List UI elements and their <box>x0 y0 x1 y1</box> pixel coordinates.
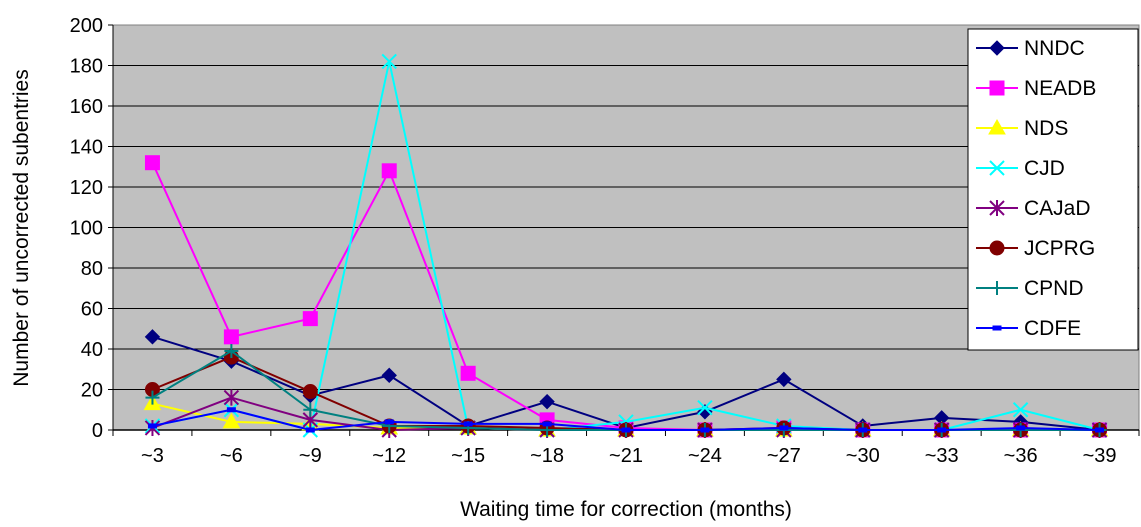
y-axis-title: Number of uncorrected subentries <box>10 69 33 387</box>
data-point <box>776 371 792 388</box>
data-point <box>621 427 631 433</box>
legend-item-jcprg: JCPRG <box>976 237 1095 260</box>
legend-label: CJD <box>1024 157 1065 180</box>
legend-label: CPND <box>1024 277 1084 300</box>
y-tick-label: 100 <box>70 218 103 240</box>
series-layer <box>143 53 1109 438</box>
x-tick-label: ~3 <box>141 445 164 467</box>
legend-marker <box>988 118 1006 135</box>
legend-marker <box>989 240 1005 256</box>
data-point <box>779 425 789 431</box>
legend-item-neadb: NEADB <box>976 77 1096 100</box>
x-tick-label: ~24 <box>688 445 722 467</box>
data-point <box>381 53 397 70</box>
data-point <box>539 393 555 410</box>
data-point <box>937 427 947 433</box>
x-tick-label: ~27 <box>767 445 801 467</box>
series-cdfe <box>147 407 1105 433</box>
data-point <box>542 421 552 427</box>
data-point <box>460 365 476 381</box>
y-tick-label: 40 <box>81 339 103 361</box>
data-point <box>305 427 315 433</box>
legend-label: CAJaD <box>1024 197 1091 220</box>
data-point <box>222 412 241 429</box>
legend-label: NEADB <box>1024 77 1096 100</box>
y-tick-label: 60 <box>81 299 103 321</box>
legend-marker <box>990 281 1004 295</box>
y-tick-label: 80 <box>81 258 103 280</box>
legend-item-nndc: NNDC <box>976 37 1085 60</box>
y-tick-label: 0 <box>92 420 103 442</box>
data-point <box>697 400 713 416</box>
data-point <box>223 389 240 406</box>
data-point <box>381 163 397 179</box>
x-tick-label: ~30 <box>846 445 880 467</box>
x-tick-label: ~39 <box>1083 445 1117 467</box>
data-point <box>858 427 868 433</box>
data-point <box>1095 427 1105 433</box>
data-point <box>303 402 318 417</box>
y-tick-label: 120 <box>70 177 103 199</box>
data-point <box>384 419 394 425</box>
legend-item-cjd: CJD <box>976 157 1065 180</box>
y-tick-label: 180 <box>70 56 103 78</box>
x-tick-label: ~36 <box>1004 445 1038 467</box>
legend-marker <box>989 40 1005 56</box>
x-tick-label: ~15 <box>451 445 485 467</box>
data-point <box>1012 402 1029 418</box>
y-tick-label: 160 <box>70 96 103 118</box>
x-axis-ticks: ~3 ~6 ~9 ~12 ~15 ~18 ~21 ~24 ~27 ~30 ~33 ~36 ~39 <box>112 430 1140 467</box>
legend-label: JCPRG <box>1024 237 1095 260</box>
data-point <box>223 329 239 345</box>
data-point <box>1016 425 1026 431</box>
data-point <box>302 311 318 327</box>
legend-item-cdfe: CDFE <box>976 317 1081 340</box>
x-axis-title: Waiting time for correction (months) <box>460 498 792 521</box>
legend: NNDC NEADB NDS CJD CAJaD JCPRG CPND CDFE <box>967 28 1139 351</box>
x-tick-label: ~12 <box>372 445 406 467</box>
x-tick-label: ~9 <box>299 445 322 467</box>
data-point <box>147 423 157 429</box>
legend-label: NNDC <box>1024 37 1085 60</box>
legend-item-cpnd: CPND <box>976 277 1084 300</box>
x-tick-label: ~18 <box>530 445 564 467</box>
legend-marker <box>992 325 1002 331</box>
x-tick-label: ~33 <box>925 445 959 467</box>
data-point <box>700 427 710 433</box>
data-point <box>144 155 160 171</box>
legend-item-cajad: CAJaD <box>976 197 1091 220</box>
data-point <box>144 329 161 345</box>
data-point <box>145 390 160 405</box>
data-point <box>302 384 318 400</box>
legend-label: NDS <box>1024 117 1068 140</box>
y-tick-label: 20 <box>81 380 103 402</box>
legend-marker <box>989 80 1005 96</box>
legend-item-nds: NDS <box>976 117 1068 140</box>
data-point <box>226 407 236 413</box>
x-tick-label: ~21 <box>609 445 643 467</box>
data-point <box>381 367 397 384</box>
legend-marker <box>989 160 1005 176</box>
data-point <box>463 421 473 427</box>
x-tick-label: ~6 <box>220 445 243 467</box>
data-point <box>224 344 239 359</box>
y-tick-label: 140 <box>70 137 103 159</box>
legend-label: CDFE <box>1024 317 1081 340</box>
y-tick-label: 200 <box>70 15 103 37</box>
legend-marker <box>989 200 1005 216</box>
